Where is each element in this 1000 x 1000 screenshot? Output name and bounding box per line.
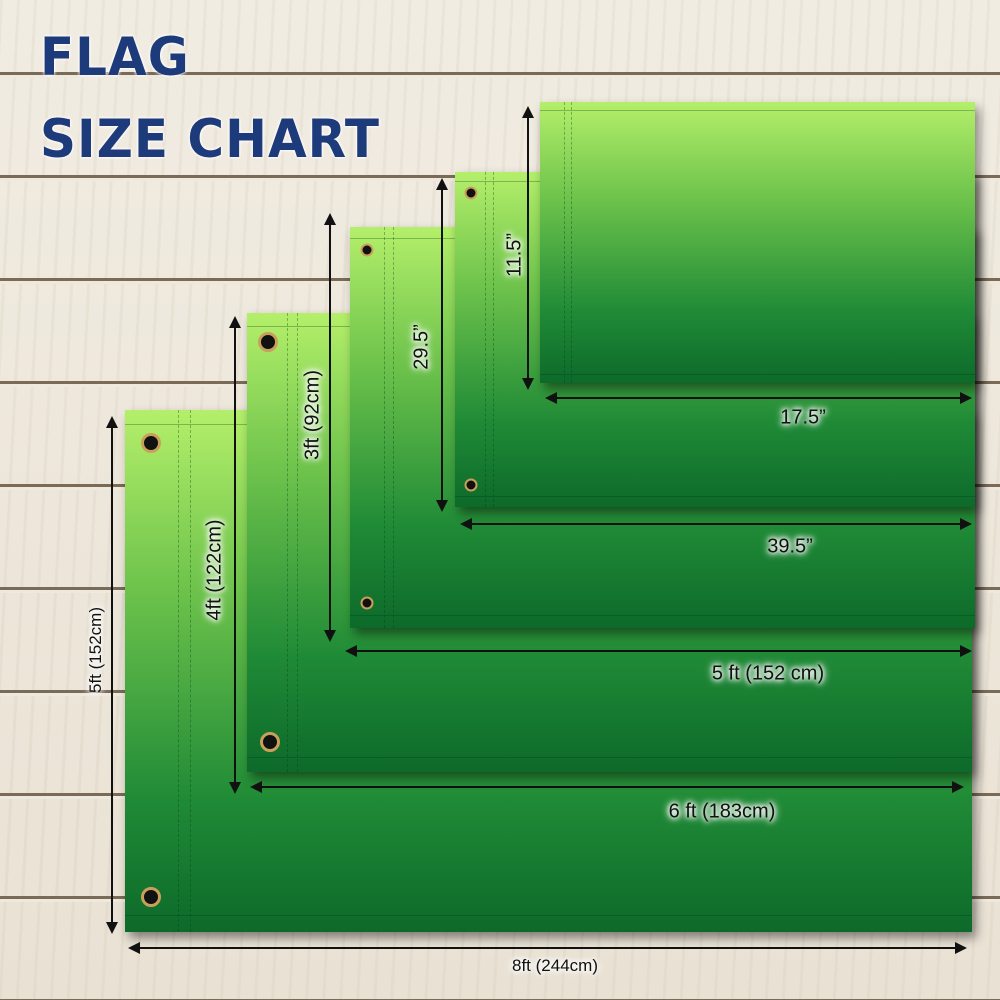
grommet-icon: [360, 243, 374, 257]
height-label: 3ft (92cm): [301, 369, 324, 461]
width-label: 17.5”: [780, 406, 826, 429]
flag-17x11: [540, 102, 975, 383]
height-arrow-3ft: [324, 213, 336, 642]
title-line-2: SIZE CHART: [40, 108, 381, 170]
width-arrow-8ft: [128, 942, 967, 954]
grommet-icon: [260, 732, 280, 752]
grommet-icon: [464, 186, 478, 200]
width-label: 39.5”: [767, 535, 813, 558]
grommet-icon: [141, 887, 161, 907]
title-line-1: FLAG: [40, 26, 190, 88]
height-arrow-5ft: [106, 416, 118, 934]
width-label: 8ft (244cm): [512, 956, 598, 975]
width-label: 6 ft (183cm): [668, 800, 776, 823]
height-label: 4ft (122cm): [203, 519, 226, 621]
width-arrow-6ft: [250, 781, 964, 793]
height-arrow-4ft: [229, 316, 241, 794]
width-arrow-5ft: [345, 645, 972, 657]
grommet-icon: [360, 596, 374, 610]
grommet-icon: [141, 433, 161, 453]
height-label: 29.5”: [410, 324, 433, 370]
width-arrow-39in: [460, 518, 972, 530]
height-label: 5ft (152cm): [86, 607, 105, 693]
height-arrow-11in: [522, 106, 534, 390]
width-label: 5 ft (152 cm): [711, 662, 825, 685]
grommet-icon: [258, 332, 278, 352]
grommet-icon: [464, 478, 478, 492]
width-arrow-17in: [545, 392, 972, 404]
height-arrow-29in: [436, 178, 448, 512]
height-label: 11.5”: [503, 232, 526, 278]
